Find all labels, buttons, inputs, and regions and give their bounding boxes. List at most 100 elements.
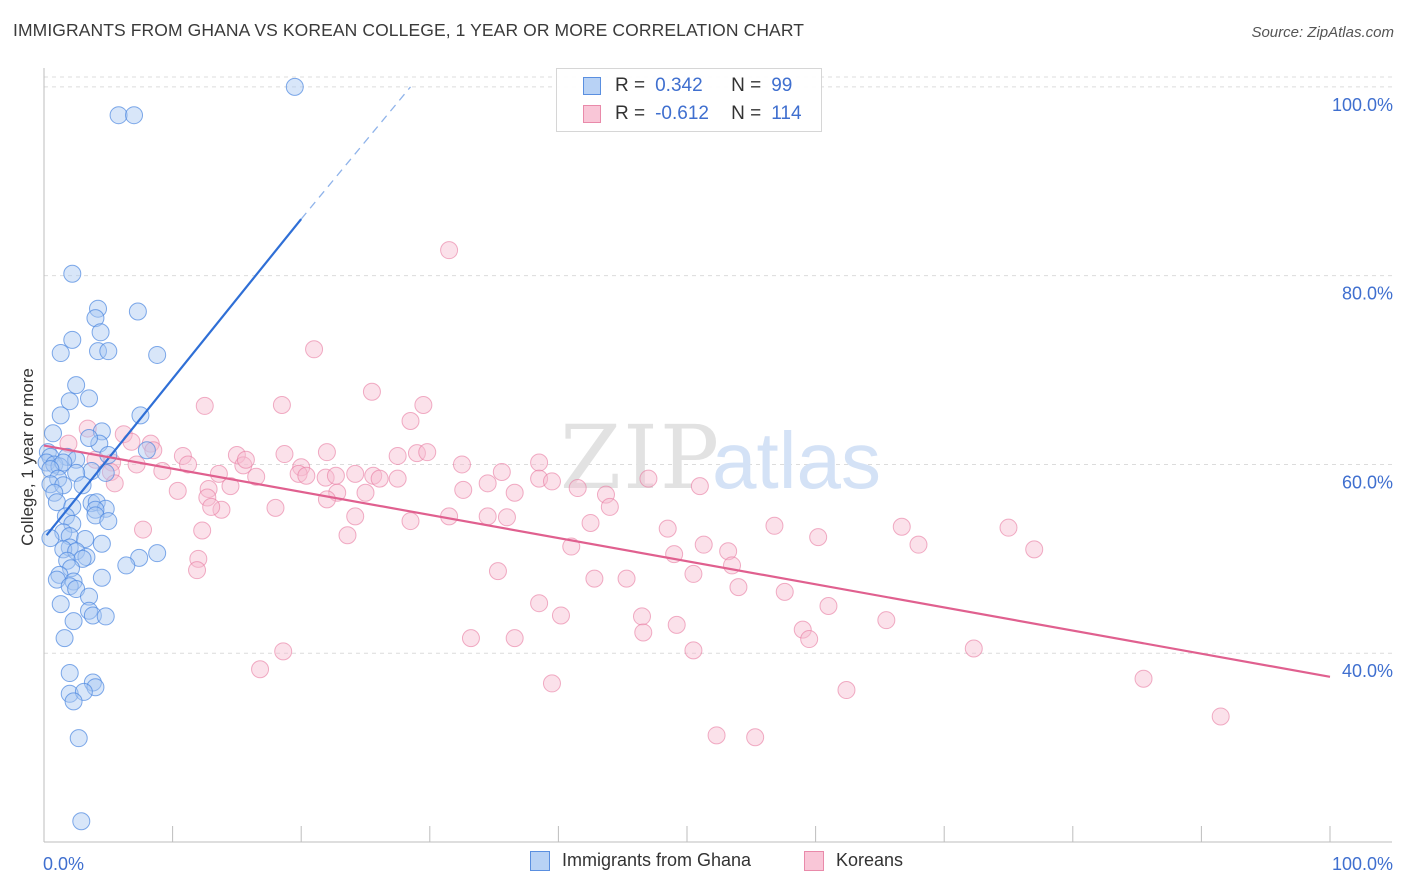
korean-point	[530, 594, 549, 613]
ghana-point	[74, 682, 93, 701]
korean-point	[581, 513, 600, 532]
ghana-point	[285, 77, 304, 96]
korean-point	[454, 480, 473, 499]
ghana-point	[148, 544, 167, 563]
korean-point	[542, 674, 561, 693]
korean-point	[326, 466, 345, 485]
korean-point	[793, 620, 812, 639]
watermark-atlas: atlas	[712, 416, 881, 505]
korean-point	[690, 477, 709, 496]
korean-point	[505, 483, 524, 502]
korean-point	[684, 641, 703, 660]
korean-point	[78, 419, 97, 438]
ghana-point	[91, 323, 110, 342]
ghana-point	[131, 406, 150, 425]
legend-row-korean: R = -0.612 N = 114	[557, 101, 802, 127]
x-tick-label-min: 0.0%	[43, 854, 84, 874]
ghana-point	[96, 463, 115, 482]
korean-point	[127, 455, 146, 474]
korean-point	[729, 578, 748, 597]
korean-point	[202, 497, 221, 516]
korean-point	[227, 446, 246, 464]
korean-point	[632, 607, 651, 626]
korean-point	[819, 597, 838, 616]
korean-point	[418, 443, 437, 462]
korean-point	[179, 455, 198, 474]
legend-n-value: 114	[771, 103, 802, 124]
korean-point	[193, 521, 212, 540]
korean-point	[551, 606, 570, 625]
korean-point	[236, 450, 255, 469]
korean-point	[478, 474, 497, 493]
ghana-point	[128, 302, 147, 321]
korean-point	[877, 611, 896, 630]
ghana-point	[80, 389, 99, 408]
tick-labels: 40.0% 60.0% 80.0% 100.0% 0.0% 100.0%	[43, 95, 1393, 874]
legend-r-value: -0.612	[655, 103, 709, 124]
ghana-points	[37, 77, 304, 831]
korean-point	[275, 445, 294, 464]
chart-title: IMMIGRANTS FROM GHANA VS KOREAN COLLEGE,…	[13, 20, 805, 40]
korean-point	[195, 396, 214, 415]
korean-point	[251, 660, 270, 679]
ghana-point	[41, 460, 60, 479]
korean-point	[305, 340, 324, 359]
korean-point	[478, 507, 497, 526]
korean-point	[488, 562, 507, 581]
korean-point	[188, 561, 207, 580]
ghana-point	[117, 556, 136, 575]
korean-point	[221, 477, 240, 496]
korean-trendline	[43, 444, 1331, 678]
korean-point	[505, 629, 524, 648]
bottom-legend-korean: Koreans	[804, 850, 903, 871]
watermark-zip: ZIP	[560, 406, 721, 509]
ghana-point	[73, 476, 92, 495]
legend-r-label: R =	[615, 103, 646, 124]
korean-point	[338, 526, 357, 545]
ghana-point	[109, 106, 128, 125]
ghana-point	[44, 424, 63, 443]
ghana-point	[72, 812, 91, 831]
korean-point	[440, 241, 459, 260]
korean-point	[134, 520, 153, 539]
legend-r-value: 0.342	[655, 75, 703, 96]
ghana-point	[96, 607, 115, 626]
ghana-point	[86, 309, 105, 328]
ghana-point	[55, 629, 74, 648]
korean-point	[247, 467, 266, 486]
ghana-point	[69, 729, 88, 748]
korean-point	[765, 516, 784, 535]
ghana-point	[63, 330, 82, 349]
korean-point	[492, 462, 511, 481]
korean-point	[694, 535, 713, 554]
y-tick-label: 100.0%	[1332, 95, 1393, 115]
korean-point	[452, 455, 471, 474]
ghana-point	[64, 612, 83, 631]
ghana-point	[54, 476, 73, 495]
legend-n-value: 99	[771, 75, 793, 96]
axes	[43, 68, 1392, 843]
korean-point	[212, 500, 231, 519]
source-credit: Source: ZipAtlas.com	[1251, 24, 1394, 41]
y-axis-label: College, 1 year or more	[18, 368, 37, 546]
korean-point	[274, 642, 293, 661]
korean-point	[173, 446, 192, 465]
ghana-point	[67, 376, 86, 395]
legend-n-label: N =	[731, 75, 762, 96]
korean-point	[562, 537, 581, 556]
korean-point	[356, 483, 375, 502]
ghana-point	[51, 344, 70, 363]
ghana-point	[56, 507, 75, 526]
korean-points	[59, 241, 1230, 747]
ghana-point	[86, 500, 105, 519]
ghana-point	[89, 342, 108, 361]
korean-point	[600, 497, 619, 516]
legend-n-label: N =	[731, 103, 762, 124]
legend-r-label: R =	[615, 75, 646, 96]
trendlines	[43, 86, 1331, 678]
ghana-trendline	[45, 218, 303, 536]
korean-point	[667, 615, 686, 634]
legend-swatch-korean	[583, 105, 601, 123]
ghana-point	[41, 475, 60, 494]
